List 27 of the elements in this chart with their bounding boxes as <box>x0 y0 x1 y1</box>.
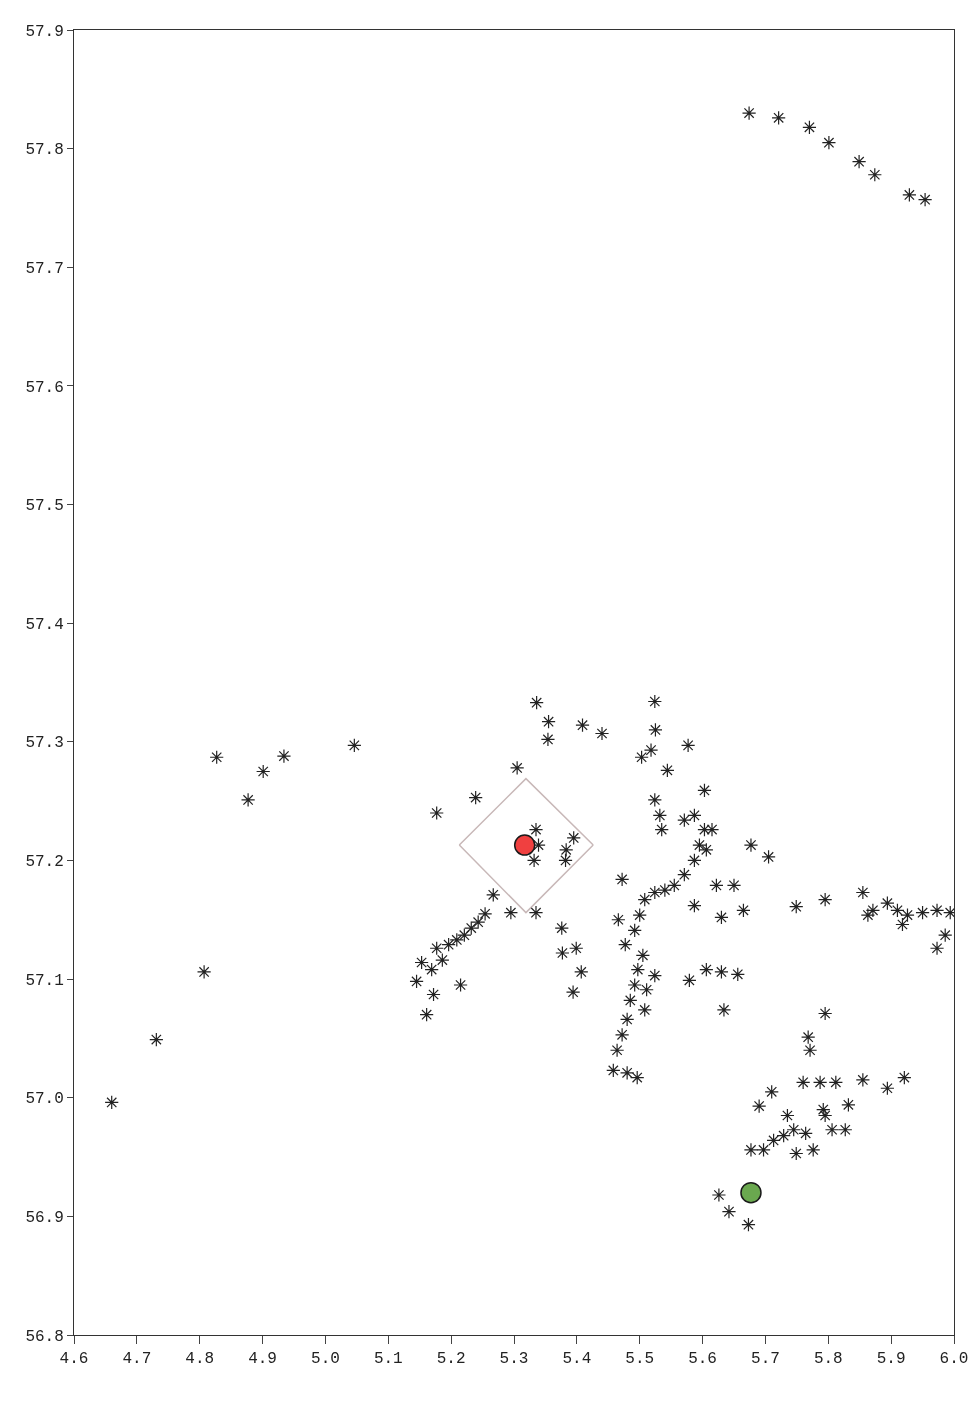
x-tick-label: 6.0 <box>939 1350 969 1369</box>
y-tick-label: 57.6 <box>25 378 64 397</box>
x-tick-label: 4.9 <box>248 1350 277 1369</box>
y-tick-label: 56.9 <box>25 1208 64 1227</box>
y-tick-label: 57.0 <box>25 1090 64 1109</box>
y-tick-label: 57.1 <box>25 971 64 990</box>
y-tick-label: 57.3 <box>25 734 64 753</box>
x-tick-label: 5.1 <box>373 1350 403 1369</box>
y-tick-label: 57.8 <box>25 141 64 160</box>
x-tick-label: 5.9 <box>876 1350 906 1369</box>
x-tick-label: 4.8 <box>185 1350 215 1369</box>
x-tick-label: 5.3 <box>499 1350 529 1369</box>
x-tick-label: 5.5 <box>625 1350 655 1369</box>
y-tick-label: 57.2 <box>25 853 64 872</box>
x-tick-label: 5.6 <box>688 1350 717 1369</box>
y-tick-label: 57.4 <box>25 615 64 634</box>
x-tick-label: 5.7 <box>751 1350 780 1369</box>
x-tick-label: 5.0 <box>311 1350 340 1369</box>
x-tick-label: 4.7 <box>122 1350 152 1369</box>
y-tick-label: 56.8 <box>25 1327 64 1346</box>
y-tick-label: 57.9 <box>25 22 64 41</box>
x-tick-label: 4.6 <box>59 1350 89 1369</box>
x-tick-label: 5.8 <box>813 1350 843 1369</box>
x-tick-label: 5.2 <box>436 1350 466 1369</box>
y-tick-label: 57.5 <box>25 497 64 516</box>
x-tick-label: 5.4 <box>562 1350 592 1369</box>
y-tick-label: 57.7 <box>25 259 64 278</box>
